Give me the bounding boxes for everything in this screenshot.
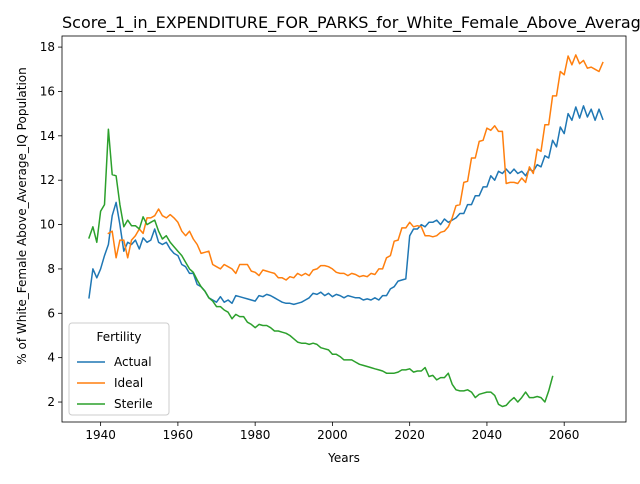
x-tick-label: 1960 [163,428,194,442]
y-tick-label: 12 [40,173,55,187]
chart-title: Score_1_in_EXPENDITURE_FOR_PARKS_for_Whi… [62,13,640,33]
x-tick-label: 1980 [240,428,271,442]
legend-label-sterile: Sterile [114,397,153,411]
series-line-sterile [88,128,554,408]
legend-label-actual: Actual [114,355,152,369]
y-axis-label: % of White_Female Above_Average_IQ Popul… [15,67,29,364]
x-tick-label: 2060 [549,428,580,442]
series-line-actual [88,105,604,306]
y-tick-label: 18 [40,40,55,54]
x-axis-label: Years [327,451,360,465]
y-tick-label: 2 [47,395,55,409]
x-tick-label: 2040 [472,428,503,442]
y-tick-label: 4 [47,351,55,365]
plot-frame [61,35,627,423]
y-tick-label: 10 [40,218,55,232]
y-tick-label: 6 [47,306,55,320]
legend-box [68,322,170,416]
legend-title: Fertility [96,330,141,344]
legend-label-ideal: Ideal [114,376,143,390]
y-tick-label: 14 [40,129,55,143]
series-line-ideal [107,54,604,281]
plot-area: 1940 1960 1980 2000 2020 2040 2060 2 4 6 8 10 12 14 16… [40,35,627,442]
x-tick-label: 1940 [85,428,116,442]
y-tick-label: 8 [47,262,55,276]
x-tick-label: 2020 [394,428,425,442]
y-tick-label: 16 [40,84,55,98]
x-tick-label: 2000 [317,428,348,442]
